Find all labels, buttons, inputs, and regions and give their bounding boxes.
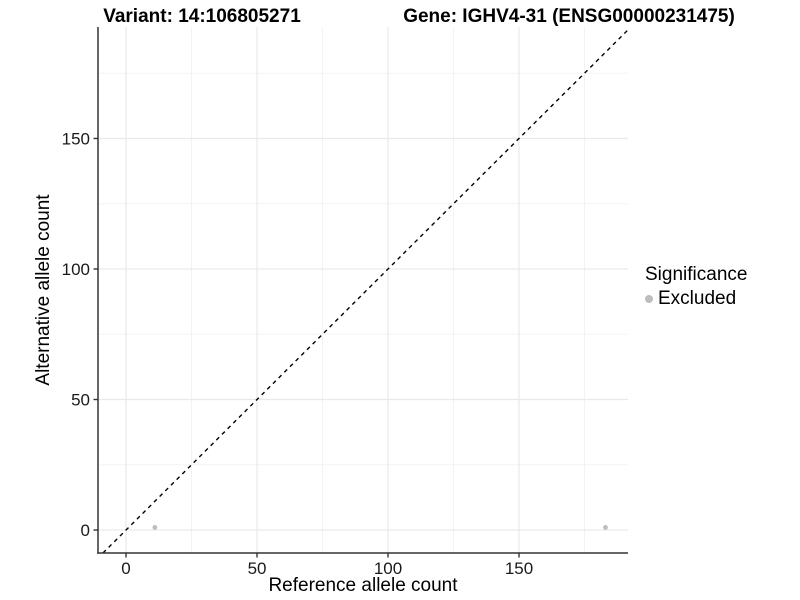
legend-entry-excluded: Excluded xyxy=(645,288,747,310)
x-tick-label: 50 xyxy=(248,559,267,578)
y-tick-label: 150 xyxy=(62,129,90,148)
y-axis-title: Alternative allele count xyxy=(33,194,54,386)
x-tick-label: 150 xyxy=(505,559,533,578)
data-point xyxy=(603,525,608,530)
variant-title: Variant: 14:106805271 xyxy=(103,6,301,27)
gene-title: Gene: IGHV4-31 (ENSG00000231475) xyxy=(403,6,735,27)
x-tick-label: 100 xyxy=(374,559,402,578)
y-tick-label: 100 xyxy=(62,260,90,279)
y-tick-label: 0 xyxy=(81,521,90,540)
excluded-point-icon xyxy=(645,295,653,303)
y-tick-label: 50 xyxy=(71,391,90,410)
legend-entry-label: Excluded xyxy=(658,288,737,309)
data-point xyxy=(152,525,158,530)
x-tick-label: 0 xyxy=(121,559,130,578)
identity-dashed-line xyxy=(102,29,629,554)
legend-title: Significance xyxy=(645,264,748,285)
x-axis-title: Reference allele count xyxy=(268,575,458,596)
legend: Significance Excluded xyxy=(645,264,747,310)
